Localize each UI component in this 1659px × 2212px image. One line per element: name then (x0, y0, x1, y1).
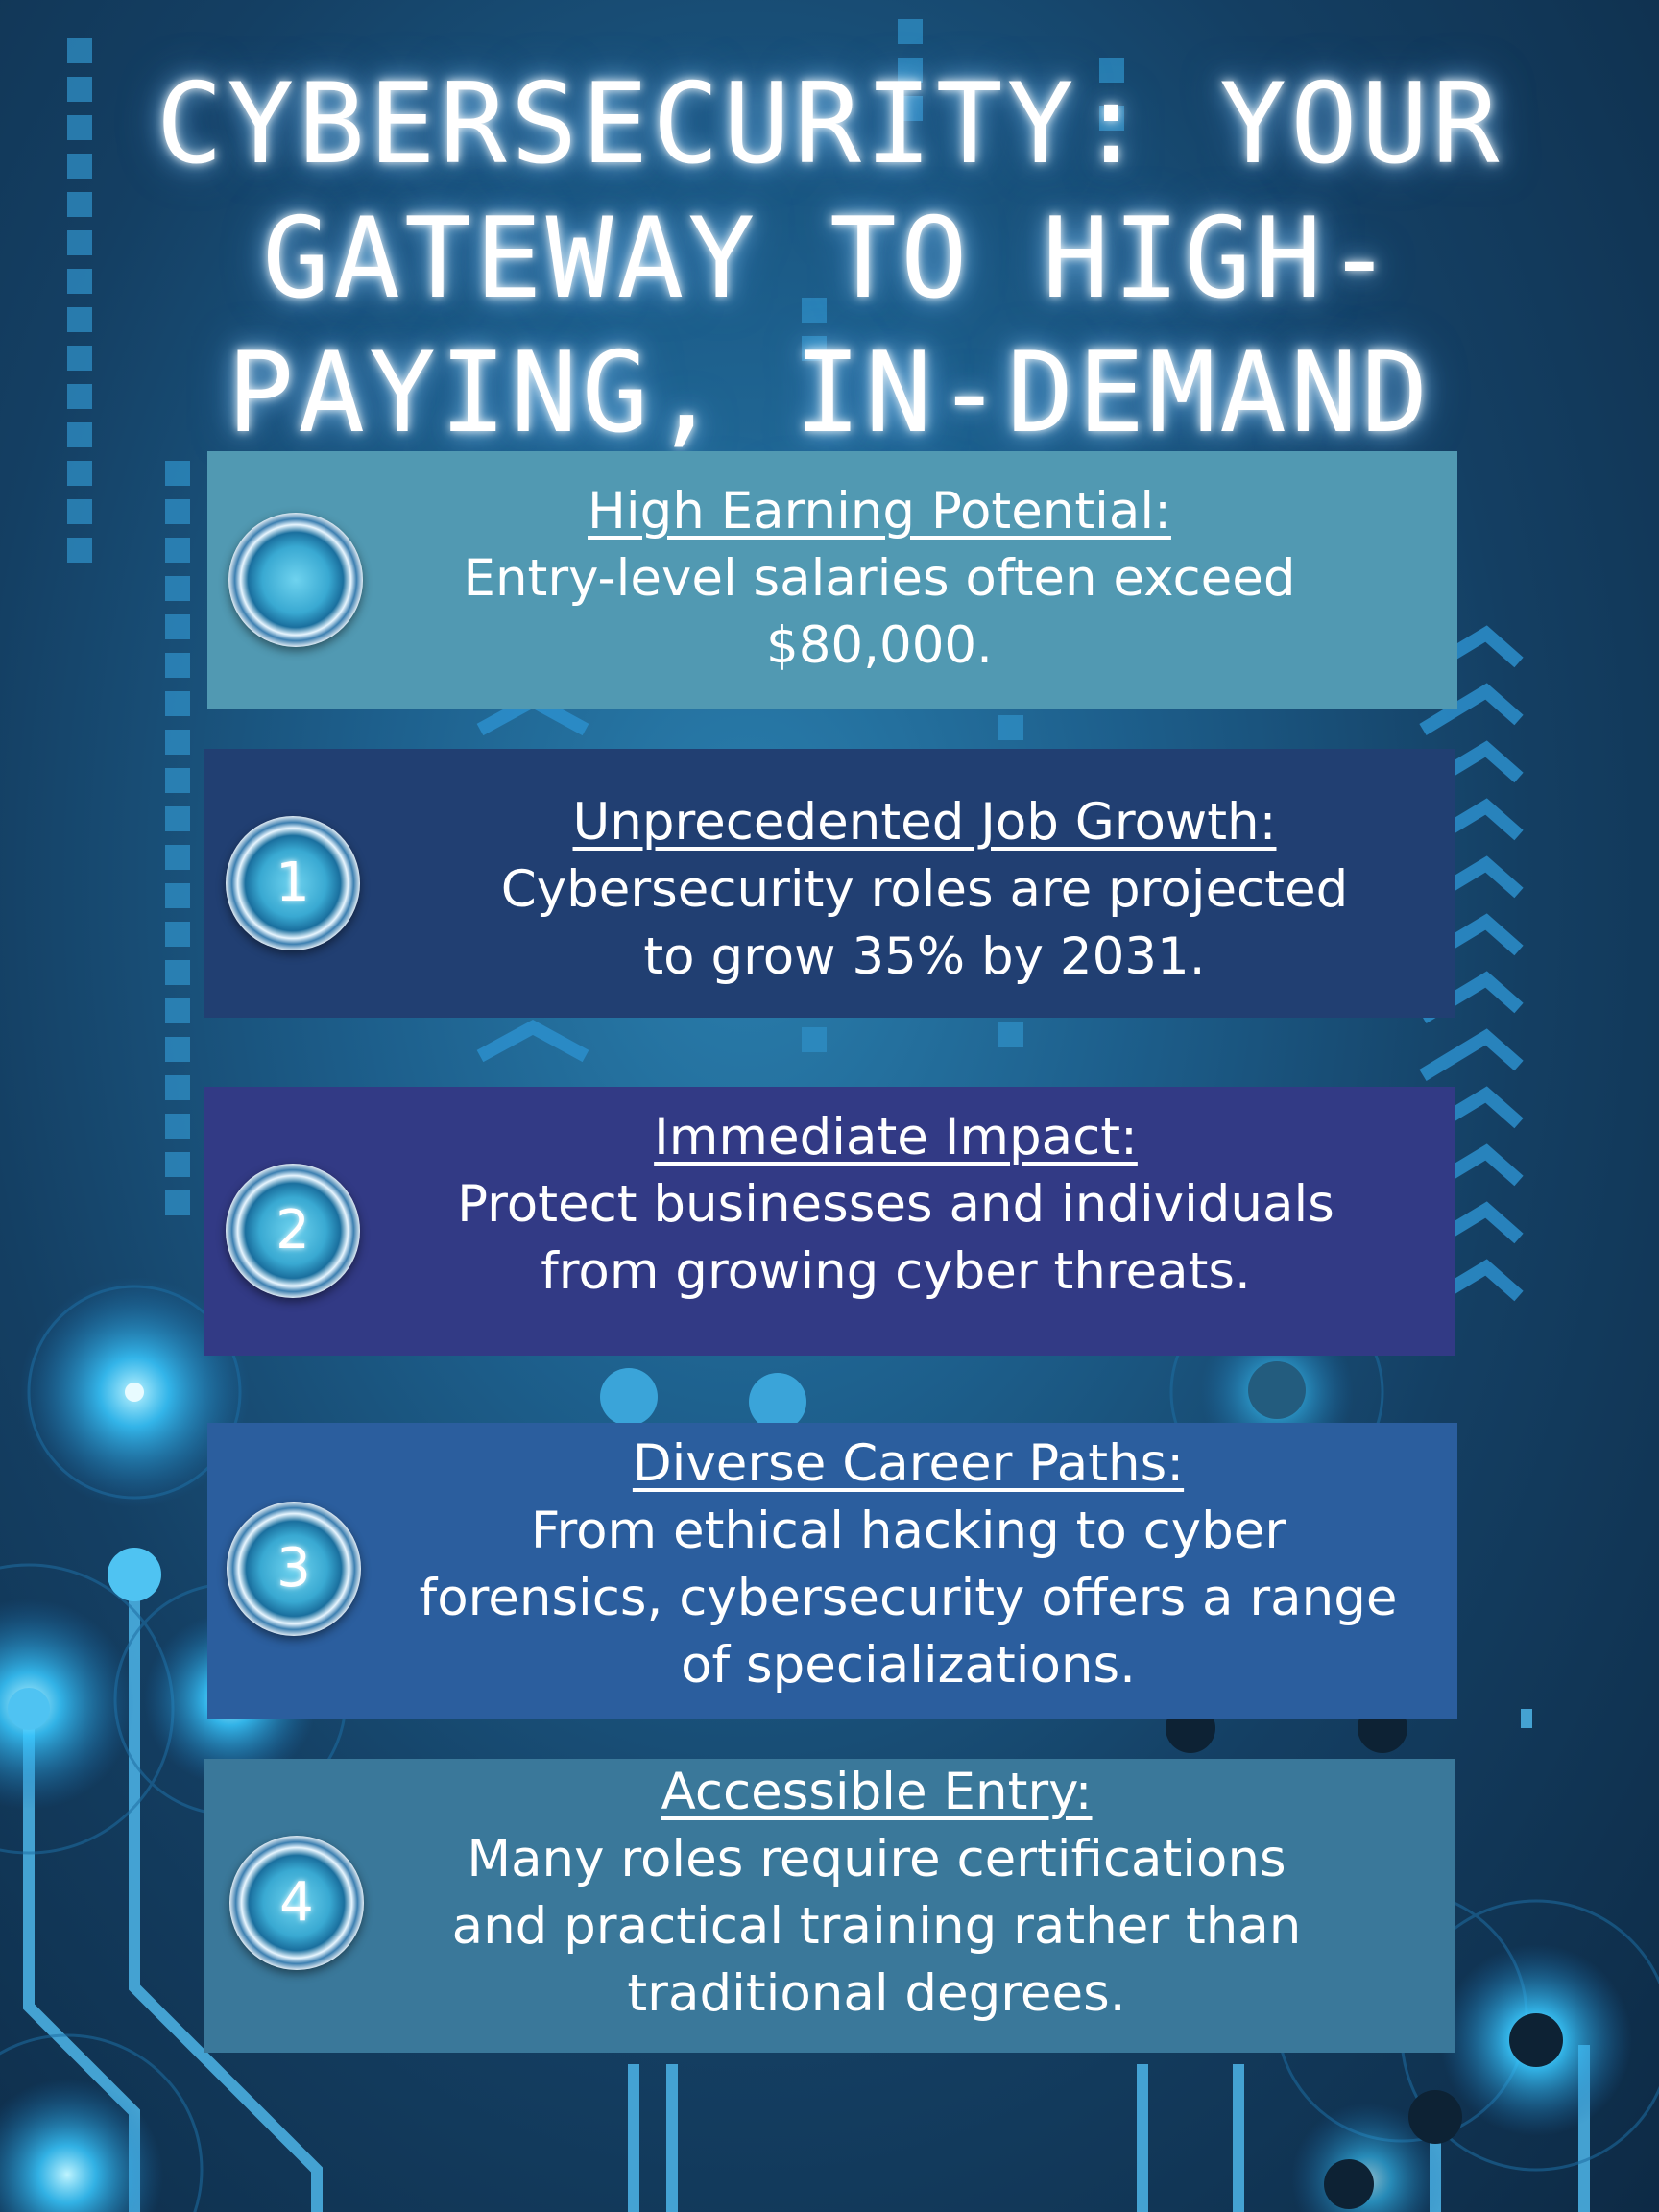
card-title: Unprecedented Job Growth: (572, 793, 1277, 852)
card-job-growth: 1 Unprecedented Job Growth: Cybersecurit… (204, 749, 1455, 1018)
target-icon (228, 513, 363, 647)
card-immediate-impact: 2 Immediate Impact: Protect businesses a… (204, 1087, 1455, 1356)
card-title: Diverse Career Paths: (632, 1434, 1185, 1493)
card-body: Protect businesses and individuals from … (457, 1175, 1334, 1301)
card-body: Many roles require certifications and pr… (451, 1830, 1302, 2023)
card-high-earning: High Earning Potential: Entry-level sala… (207, 451, 1457, 709)
card-career-paths: 3 Diverse Career Paths: From ethical hac… (207, 1423, 1457, 1719)
card-body: Cybersecurity roles are projected to gro… (500, 860, 1349, 986)
badge-number (228, 513, 363, 647)
number-four-icon: 4 (229, 1836, 364, 1970)
badge-number: 3 (276, 1537, 311, 1599)
number-one-icon: 1 (226, 816, 360, 950)
badge-number: 1 (276, 852, 310, 914)
card-title: Accessible Entry: (661, 1763, 1093, 1821)
card-body: Entry-level salaries often exceed $80,00… (463, 549, 1296, 675)
card-accessible-entry: 4 Accessible Entry: Many roles require c… (204, 1759, 1455, 2053)
card-title: Immediate Impact: (654, 1108, 1138, 1166)
badge-number: 2 (276, 1199, 310, 1262)
card-body: From ethical hacking to cyber forensics,… (419, 1502, 1398, 1695)
number-two-icon: 2 (226, 1164, 360, 1298)
number-three-icon: 3 (227, 1502, 361, 1636)
badge-number: 4 (279, 1871, 314, 1934)
card-title: High Earning Potential: (588, 482, 1171, 541)
